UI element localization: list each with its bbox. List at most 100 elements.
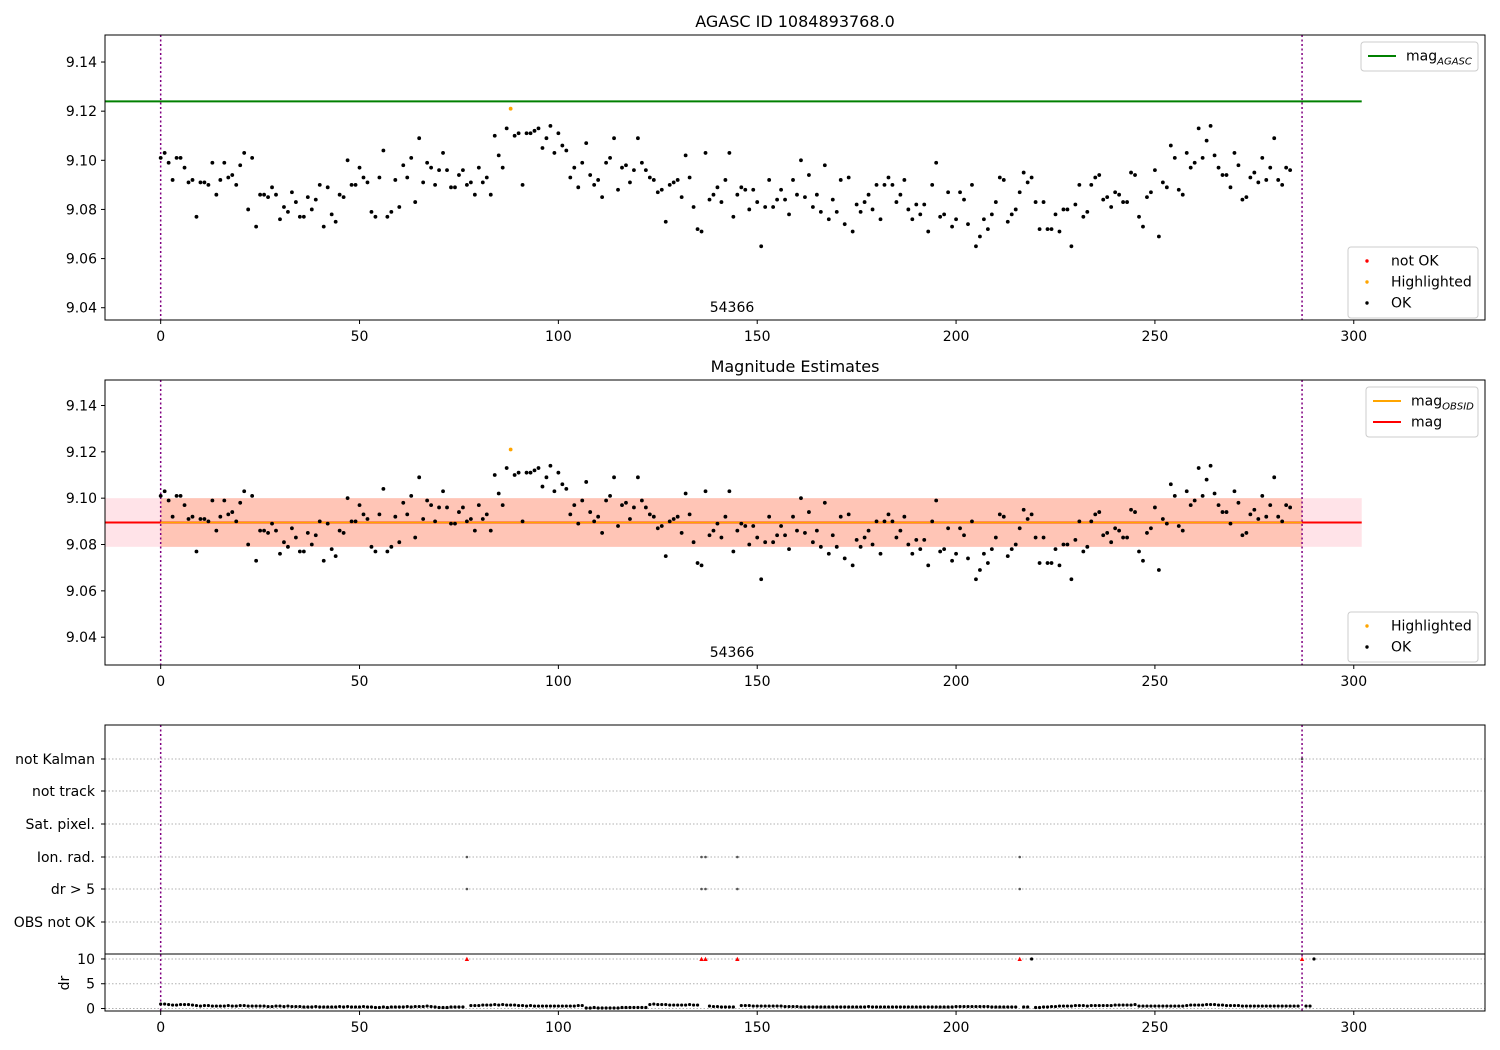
dr-point [1002, 1005, 1006, 1009]
ok-point [1121, 535, 1125, 540]
ok-point [731, 214, 736, 219]
ok-point [767, 514, 772, 519]
ok-point [1264, 514, 1269, 519]
dr-point [242, 1003, 246, 1008]
ok-point [739, 185, 744, 190]
dr-point [274, 1004, 278, 1008]
dr-point [604, 1006, 608, 1010]
ok-point [1033, 200, 1038, 204]
legend-box-lower [1347, 246, 1479, 319]
ok-point [1256, 517, 1261, 521]
ok-point [1200, 493, 1205, 498]
legend-dot-swatch [1365, 624, 1369, 628]
dr-point [214, 1004, 218, 1008]
ok-point [206, 519, 211, 524]
dr-point [870, 1005, 875, 1009]
dr-point [218, 1004, 222, 1008]
dr-point [950, 1005, 954, 1009]
legend-label: OK [1391, 296, 1412, 312]
ok-point [1244, 531, 1249, 535]
dr-point [1137, 1004, 1141, 1008]
ok-point [365, 517, 370, 521]
ok-point [942, 212, 947, 217]
ok-point [1125, 535, 1129, 540]
dr-point [445, 1005, 449, 1010]
ok-point [218, 514, 223, 519]
dr-point [326, 1005, 330, 1009]
ok-point [1176, 524, 1181, 528]
ok-point [1057, 229, 1062, 234]
ok-point [293, 535, 298, 540]
dr-point [707, 1004, 712, 1008]
dr-point [1205, 1002, 1209, 1007]
ok-point [1005, 554, 1010, 558]
ok-point [695, 561, 700, 565]
ok-point [1141, 224, 1145, 229]
dr-point [1077, 1003, 1081, 1008]
ok-point [874, 182, 879, 187]
dr-point [596, 1006, 600, 1010]
dr-point [779, 1004, 783, 1008]
ok-point [461, 168, 465, 173]
ok-point [910, 217, 915, 222]
ok-point [1129, 507, 1133, 512]
ok-point [564, 487, 569, 491]
dr-point [672, 1003, 676, 1007]
ok-point [1208, 124, 1213, 128]
ok-point [1065, 207, 1070, 212]
x-tick-label: 0 [156, 1020, 165, 1036]
flag-row-label: not track [32, 784, 96, 800]
panel1-title: AGASC ID 1084893768.0 [695, 12, 895, 31]
dr-point [1201, 1003, 1205, 1007]
ok-point [731, 549, 736, 554]
ok-point [278, 217, 282, 222]
dr-point [413, 1004, 417, 1009]
ok-point [1105, 531, 1110, 535]
dr-point [1093, 1003, 1097, 1008]
ok-point [409, 155, 414, 160]
dr-point [771, 1004, 775, 1008]
ok-point [532, 128, 537, 133]
ok-point [389, 209, 394, 214]
ok-point [385, 214, 390, 219]
dr-point [246, 1004, 250, 1008]
dr-point [505, 1003, 509, 1007]
dr-point [906, 1005, 910, 1009]
ok-point [985, 227, 990, 231]
dr-point [592, 1005, 596, 1010]
dr-point [1069, 1004, 1073, 1008]
dr-point [930, 1005, 934, 1009]
ok-point [445, 168, 449, 173]
dr-point [851, 1005, 855, 1009]
dr-point [739, 1003, 743, 1008]
ok-point [492, 473, 497, 477]
ok-point [1149, 526, 1153, 531]
dr-point [544, 1004, 549, 1008]
ok-point [858, 544, 863, 549]
ok-point [393, 514, 398, 519]
ok-point [966, 222, 970, 227]
flag-point [736, 855, 739, 859]
ok-point [182, 165, 187, 170]
dr-point [664, 1002, 668, 1007]
dr-point [429, 1004, 433, 1009]
ok-point [950, 224, 954, 229]
dr-point [1193, 1003, 1197, 1007]
y-tick-label: 9.08 [66, 202, 97, 218]
ok-point [206, 182, 211, 187]
x-tick-label: 300 [1340, 1020, 1367, 1036]
ok-point [759, 244, 764, 249]
ok-point [747, 542, 752, 547]
ok-point [592, 182, 597, 187]
dr-point [373, 1005, 378, 1010]
ok-point [174, 493, 179, 498]
ok-point [703, 151, 708, 155]
dr-point [811, 1005, 815, 1009]
ok-point [433, 519, 437, 524]
ok-point [293, 200, 298, 204]
ok-point [918, 212, 923, 217]
ok-point [723, 514, 728, 519]
dr-point [831, 1005, 835, 1009]
dr-point [1212, 1002, 1217, 1007]
ok-point [659, 187, 664, 192]
